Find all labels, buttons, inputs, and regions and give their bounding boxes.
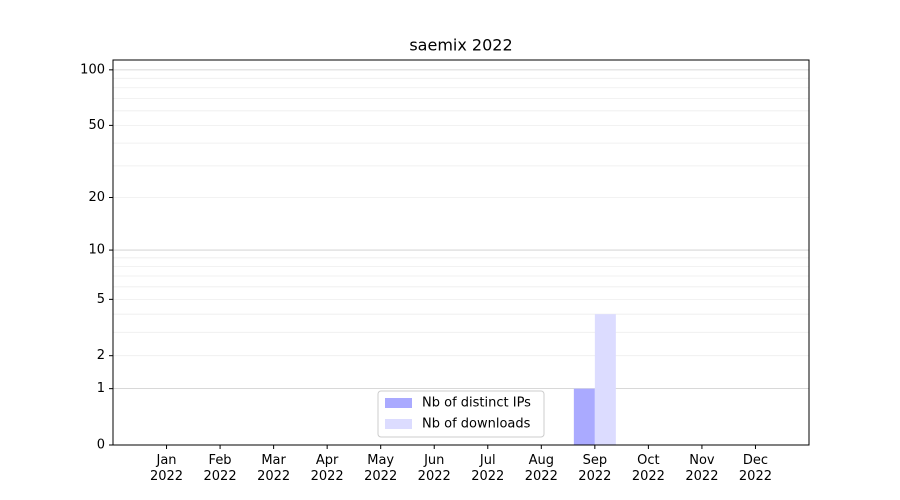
legend: Nb of distinct IPs Nb of downloads <box>377 390 545 438</box>
grid <box>113 69 809 446</box>
x-tick-label: Jan 2022 <box>149 453 184 484</box>
x-tick-label: May 2022 <box>364 453 398 484</box>
x-tick-label: Sep 2022 <box>578 453 612 484</box>
x-tick-label: Oct 2022 <box>631 453 665 484</box>
x-tick-label: Apr 2022 <box>310 453 344 484</box>
bar <box>573 388 595 445</box>
y-tick-label: 100 <box>80 62 105 77</box>
y-tick-label: 2 <box>97 348 105 363</box>
legend-swatch <box>385 419 412 429</box>
chart-title: saemix 2022 <box>409 36 512 55</box>
x-tick-label: Jun 2022 <box>417 453 451 484</box>
legend-label: Nb of distinct IPs <box>422 396 531 411</box>
x-tick-label: Feb 2022 <box>203 453 237 484</box>
x-tick-label: Aug 2022 <box>524 453 558 484</box>
legend-swatch <box>385 398 412 408</box>
y-tick-label: 1 <box>97 381 105 396</box>
y-tick-label: 20 <box>88 190 105 205</box>
plot-frame <box>112 59 810 446</box>
y-tick-label: 0 <box>97 438 105 453</box>
legend-label: Nb of downloads <box>422 417 531 432</box>
x-tick-label: Nov 2022 <box>685 453 719 484</box>
x-tick-label: Mar 2022 <box>257 453 291 484</box>
x-tick-label: Jul 2022 <box>471 453 505 484</box>
y-tick-label: 5 <box>97 292 105 307</box>
bar <box>594 314 616 445</box>
y-tick-label: 10 <box>88 243 105 258</box>
x-tick-label: Dec 2022 <box>738 453 772 484</box>
legend-box <box>377 390 545 438</box>
y-tick-label: 50 <box>88 118 105 133</box>
